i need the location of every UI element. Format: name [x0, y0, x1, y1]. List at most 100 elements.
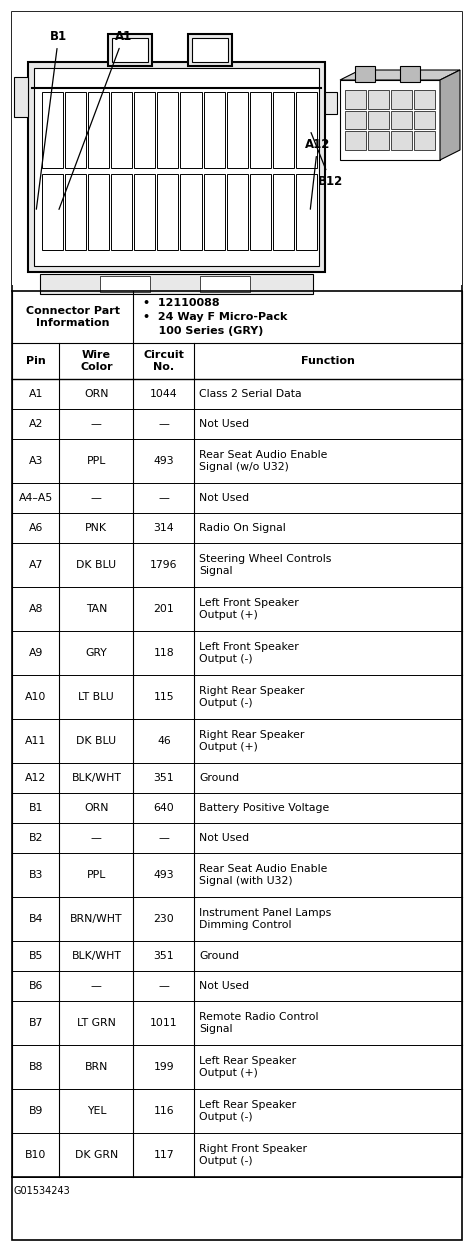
Bar [157, 174, 179, 250]
Text: Rear Seat Audio Enable
Signal (w/o U32): Rear Seat Audio Enable Signal (w/o U32) [199, 451, 328, 472]
Text: Ground: Ground [199, 952, 239, 962]
Text: 116: 116 [154, 1106, 174, 1116]
Text: —: — [91, 419, 102, 429]
Text: Right Rear Speaker
Output (-): Right Rear Speaker Output (-) [199, 686, 305, 707]
Text: —: — [91, 982, 102, 992]
Bar [296, 91, 317, 168]
Bar [227, 91, 248, 168]
Text: BRN/WHT: BRN/WHT [70, 914, 123, 924]
Bar [391, 90, 412, 109]
Bar [400, 66, 420, 81]
Text: 314: 314 [154, 523, 174, 533]
Text: —: — [158, 419, 169, 429]
Text: Left Rear Speaker
Output (-): Left Rear Speaker Output (-) [199, 1101, 296, 1122]
Text: 640: 640 [154, 803, 174, 813]
Text: A12: A12 [25, 772, 46, 782]
Text: DK BLU: DK BLU [76, 560, 117, 570]
Text: —: — [158, 493, 169, 503]
Text: Connector Part
Information: Connector Part Information [26, 307, 120, 328]
Text: B9: B9 [28, 1106, 43, 1116]
Text: 117: 117 [154, 1151, 174, 1161]
Text: ORN: ORN [84, 803, 109, 813]
Text: Radio On Signal: Radio On Signal [199, 523, 286, 533]
Bar [368, 131, 389, 150]
Text: Function: Function [301, 356, 355, 366]
Text: BLK/WHT: BLK/WHT [72, 952, 121, 962]
Bar [200, 275, 250, 292]
Bar [100, 275, 150, 292]
Text: A12: A12 [305, 138, 330, 209]
Text: A11: A11 [25, 736, 46, 746]
Bar [227, 174, 248, 250]
Text: Wire
Color: Wire Color [80, 351, 113, 372]
Bar [34, 68, 319, 265]
Text: A3: A3 [28, 456, 43, 466]
Bar [391, 131, 412, 150]
Text: 118: 118 [154, 649, 174, 659]
Bar [192, 38, 228, 63]
Text: Left Front Speaker
Output (-): Left Front Speaker Output (-) [199, 642, 299, 664]
Bar [273, 91, 294, 168]
Bar [188, 34, 232, 66]
Bar [65, 174, 86, 250]
Polygon shape [340, 70, 460, 80]
Bar [345, 131, 366, 150]
Text: BRN: BRN [85, 1062, 108, 1072]
Bar [345, 90, 366, 109]
Bar [134, 174, 155, 250]
Bar [204, 91, 225, 168]
Bar [42, 91, 63, 168]
Bar [12, 13, 462, 285]
Text: A1: A1 [59, 30, 132, 209]
Bar [111, 174, 132, 250]
Text: Not Used: Not Used [199, 833, 249, 843]
Text: Right Rear Speaker
Output (+): Right Rear Speaker Output (+) [199, 730, 305, 751]
Text: 493: 493 [154, 456, 174, 466]
Text: Left Front Speaker
Output (+): Left Front Speaker Output (+) [199, 598, 299, 620]
Text: A2: A2 [28, 419, 43, 429]
Text: G01534243: G01534243 [14, 1186, 71, 1196]
Bar [414, 90, 435, 109]
Text: B5: B5 [28, 952, 43, 962]
Text: B10: B10 [25, 1151, 46, 1161]
Text: B7: B7 [28, 1018, 43, 1028]
Text: 46: 46 [157, 736, 171, 746]
Text: Pin: Pin [26, 356, 46, 366]
Bar [296, 174, 317, 250]
Text: B8: B8 [28, 1062, 43, 1072]
Bar [108, 34, 152, 66]
Text: LT GRN: LT GRN [77, 1018, 116, 1028]
Text: PPL: PPL [87, 870, 106, 880]
Bar [112, 38, 148, 63]
Text: Ground: Ground [199, 772, 239, 782]
Text: A4–A5: A4–A5 [18, 493, 53, 503]
Text: A10: A10 [25, 692, 46, 702]
Text: GRY: GRY [85, 649, 107, 659]
Text: Right Front Speaker
Output (-): Right Front Speaker Output (-) [199, 1144, 307, 1166]
Text: B12: B12 [311, 133, 343, 188]
Text: B6: B6 [28, 982, 43, 992]
Text: B1: B1 [28, 803, 43, 813]
Bar [368, 90, 389, 109]
Text: 230: 230 [154, 914, 174, 924]
Text: —: — [158, 982, 169, 992]
Bar [414, 131, 435, 150]
Text: A1: A1 [28, 389, 43, 399]
Bar [88, 91, 109, 168]
Bar [273, 174, 294, 250]
Bar [28, 63, 325, 272]
Bar [414, 110, 435, 129]
Bar [88, 174, 109, 250]
Text: 1796: 1796 [150, 560, 178, 570]
Text: PNK: PNK [85, 523, 108, 533]
Text: B1: B1 [36, 30, 67, 209]
Text: YEL: YEL [87, 1106, 106, 1116]
Text: LT BLU: LT BLU [79, 692, 114, 702]
Polygon shape [440, 70, 460, 160]
Text: ORN: ORN [84, 389, 109, 399]
Text: 1011: 1011 [150, 1018, 178, 1028]
Text: Not Used: Not Used [199, 982, 249, 992]
Text: —: — [91, 833, 102, 843]
Text: B4: B4 [28, 914, 43, 924]
Text: —: — [91, 493, 102, 503]
